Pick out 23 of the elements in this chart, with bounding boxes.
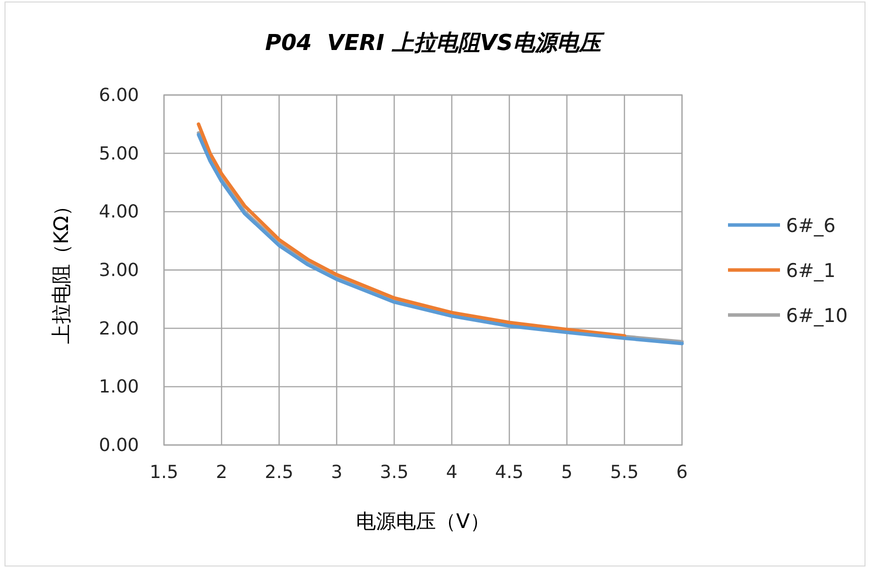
x-tick-label: 2 bbox=[216, 462, 228, 483]
x-tick-label: 1.5 bbox=[150, 462, 178, 483]
x-axis-title: 电源电压（V） bbox=[356, 509, 490, 533]
y-tick-label: 0.00 bbox=[98, 435, 139, 456]
x-tick-label: 3.5 bbox=[380, 462, 409, 483]
x-tick-label: 5.5 bbox=[610, 462, 639, 483]
y-tick-label: 2.00 bbox=[98, 318, 139, 340]
x-tick-label: 3 bbox=[330, 462, 342, 483]
y-tick-label: 5.00 bbox=[98, 143, 139, 164]
y-tick-label: 1.00 bbox=[98, 376, 139, 398]
legend-label: 6#_6 bbox=[786, 215, 836, 237]
x-tick-label: 4 bbox=[446, 462, 458, 483]
x-tick-label: 2.5 bbox=[264, 462, 294, 483]
x-tick-label: 5 bbox=[561, 462, 573, 483]
y-tick-label: 4.00 bbox=[98, 202, 139, 223]
x-tick-label: 4.5 bbox=[495, 462, 524, 483]
x-tick-label: 6 bbox=[676, 462, 688, 483]
y-tick-label: 3.00 bbox=[98, 260, 139, 281]
y-axis-title: 上拉电阻（KΩ） bbox=[49, 196, 73, 344]
legend-label: 6#_10 bbox=[786, 305, 848, 327]
chart-title: P04 VERI 上拉电阻VS电源电压 bbox=[265, 31, 605, 56]
y-tick-label: 6.00 bbox=[98, 85, 139, 106]
legend-label: 6#_1 bbox=[786, 260, 836, 282]
